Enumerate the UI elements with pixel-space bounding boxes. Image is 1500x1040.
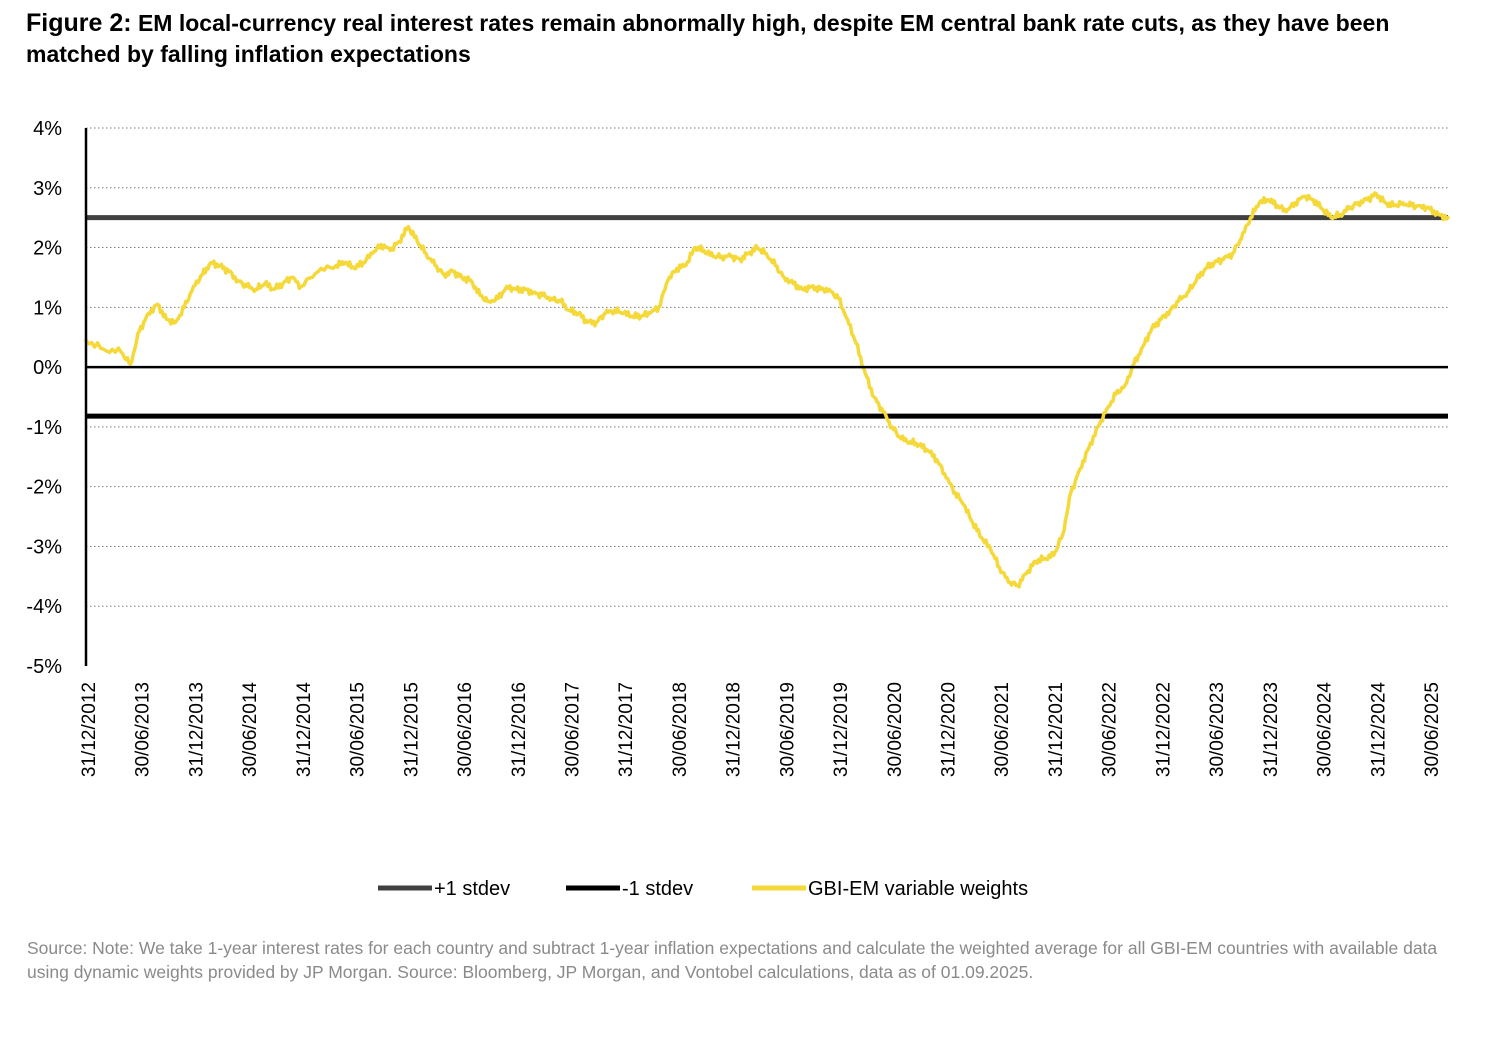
x-tick-label: 31/12/2023: [1261, 682, 1282, 777]
x-tick-label: 30/06/2020: [885, 682, 906, 777]
x-tick-label: 30/06/2025: [1422, 682, 1443, 777]
x-tick-label: 30/06/2013: [133, 682, 154, 777]
x-tick-label: 31/12/2017: [616, 682, 637, 777]
y-axis-ticks: 4% 3% 2% 1% 0% -1% -2% -3% -4% -5%: [26, 118, 62, 678]
legend-label: GBI-EM variable weights: [808, 878, 1028, 900]
series-layer: [84, 191, 1450, 589]
x-tick-label: 30/06/2014: [240, 682, 261, 778]
reference-lines: [86, 215, 1448, 419]
y-tick-label: -2%: [26, 477, 62, 499]
y-tick-label: 0%: [33, 357, 62, 379]
y-tick-label: 4%: [33, 118, 62, 140]
y-tick-label: -3%: [26, 536, 62, 558]
title-text: EM local-currency real interest rates re…: [26, 10, 1390, 67]
x-tick-label: 31/12/2012: [79, 682, 100, 777]
x-tick-label: 31/12/2018: [724, 682, 745, 777]
x-axis-ticks: 31/12/2012 30/06/2013 31/12/2013 30/06/2014…: [79, 682, 1443, 778]
y-tick-label: 2%: [33, 238, 62, 260]
legend-label: +1 stdev: [434, 878, 510, 900]
y-tick-label: -5%: [26, 656, 62, 678]
source-note: Source: Note: We take 1-year interest ra…: [27, 938, 1438, 982]
series-line-gbi-em: [84, 191, 1450, 589]
x-tick-label: 31/12/2024: [1368, 682, 1389, 778]
x-tick-label: 31/12/2013: [186, 682, 207, 777]
x-tick-label: 31/12/2021: [1046, 682, 1067, 777]
x-tick-label: 30/06/2016: [455, 682, 476, 777]
figure-number: Figure 2:: [26, 9, 132, 37]
x-tick-label: 30/06/2023: [1207, 682, 1228, 777]
x-tick-label: 31/12/2016: [509, 682, 530, 777]
y-tick-label: -1%: [26, 417, 62, 439]
gridlines: [86, 127, 1448, 607]
y-tick-label: -4%: [26, 596, 62, 618]
x-tick-label: 30/06/2021: [992, 682, 1013, 777]
y-tick-label: 3%: [33, 178, 62, 200]
x-tick-label: 31/12/2020: [939, 682, 960, 777]
x-tick-label: 30/06/2017: [562, 682, 583, 777]
x-tick-label: 31/12/2014: [294, 682, 315, 778]
y-tick-label: 1%: [33, 297, 62, 319]
x-tick-label: 31/12/2019: [831, 682, 852, 777]
x-tick-label: 31/12/2022: [1153, 682, 1174, 777]
legend: +1 stdev -1 stdev GBI-EM variable weights: [378, 878, 1028, 900]
legend-label: -1 stdev: [622, 878, 693, 900]
x-tick-label: 30/06/2018: [670, 682, 691, 777]
x-tick-label: 30/06/2019: [777, 682, 798, 777]
chart-title: Figure 2: EM local-currency real interes…: [26, 8, 1486, 70]
axes: [84, 128, 1448, 666]
x-tick-label: 30/06/2024: [1315, 682, 1336, 778]
x-tick-label: 30/06/2015: [348, 682, 369, 777]
x-tick-label: 30/06/2022: [1100, 682, 1121, 777]
x-tick-label: 31/12/2015: [401, 682, 422, 777]
